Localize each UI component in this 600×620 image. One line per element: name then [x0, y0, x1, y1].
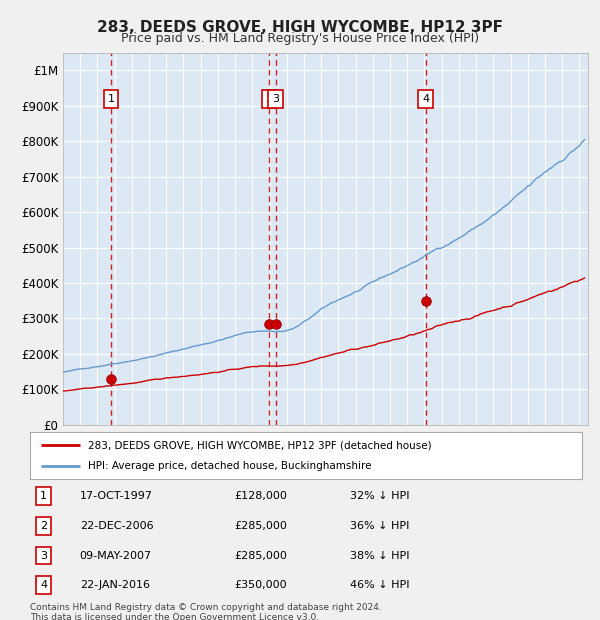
Text: 22-JAN-2016: 22-JAN-2016 — [80, 580, 149, 590]
Text: 22-DEC-2006: 22-DEC-2006 — [80, 521, 154, 531]
Text: 09-MAY-2007: 09-MAY-2007 — [80, 551, 152, 560]
Text: 2: 2 — [40, 521, 47, 531]
Text: 36% ↓ HPI: 36% ↓ HPI — [350, 521, 410, 531]
Text: 4: 4 — [422, 94, 429, 104]
Text: £350,000: £350,000 — [234, 580, 287, 590]
Text: £285,000: £285,000 — [234, 551, 287, 560]
Text: 283, DEEDS GROVE, HIGH WYCOMBE, HP12 3PF (detached house): 283, DEEDS GROVE, HIGH WYCOMBE, HP12 3PF… — [88, 440, 431, 450]
Text: Price paid vs. HM Land Registry's House Price Index (HPI): Price paid vs. HM Land Registry's House … — [121, 32, 479, 45]
Text: 283, DEEDS GROVE, HIGH WYCOMBE, HP12 3PF: 283, DEEDS GROVE, HIGH WYCOMBE, HP12 3PF — [97, 20, 503, 35]
Text: 38% ↓ HPI: 38% ↓ HPI — [350, 551, 410, 560]
Text: 17-OCT-1997: 17-OCT-1997 — [80, 491, 152, 501]
Text: Contains HM Land Registry data © Crown copyright and database right 2024.
This d: Contains HM Land Registry data © Crown c… — [30, 603, 382, 620]
Text: 3: 3 — [272, 94, 279, 104]
Text: 4: 4 — [40, 580, 47, 590]
Text: £285,000: £285,000 — [234, 521, 287, 531]
Text: 2: 2 — [265, 94, 272, 104]
Text: 3: 3 — [40, 551, 47, 560]
Text: 32% ↓ HPI: 32% ↓ HPI — [350, 491, 410, 501]
Text: 46% ↓ HPI: 46% ↓ HPI — [350, 580, 410, 590]
Text: 1: 1 — [107, 94, 115, 104]
Text: HPI: Average price, detached house, Buckinghamshire: HPI: Average price, detached house, Buck… — [88, 461, 371, 471]
Text: £128,000: £128,000 — [234, 491, 287, 501]
Text: 1: 1 — [40, 491, 47, 501]
